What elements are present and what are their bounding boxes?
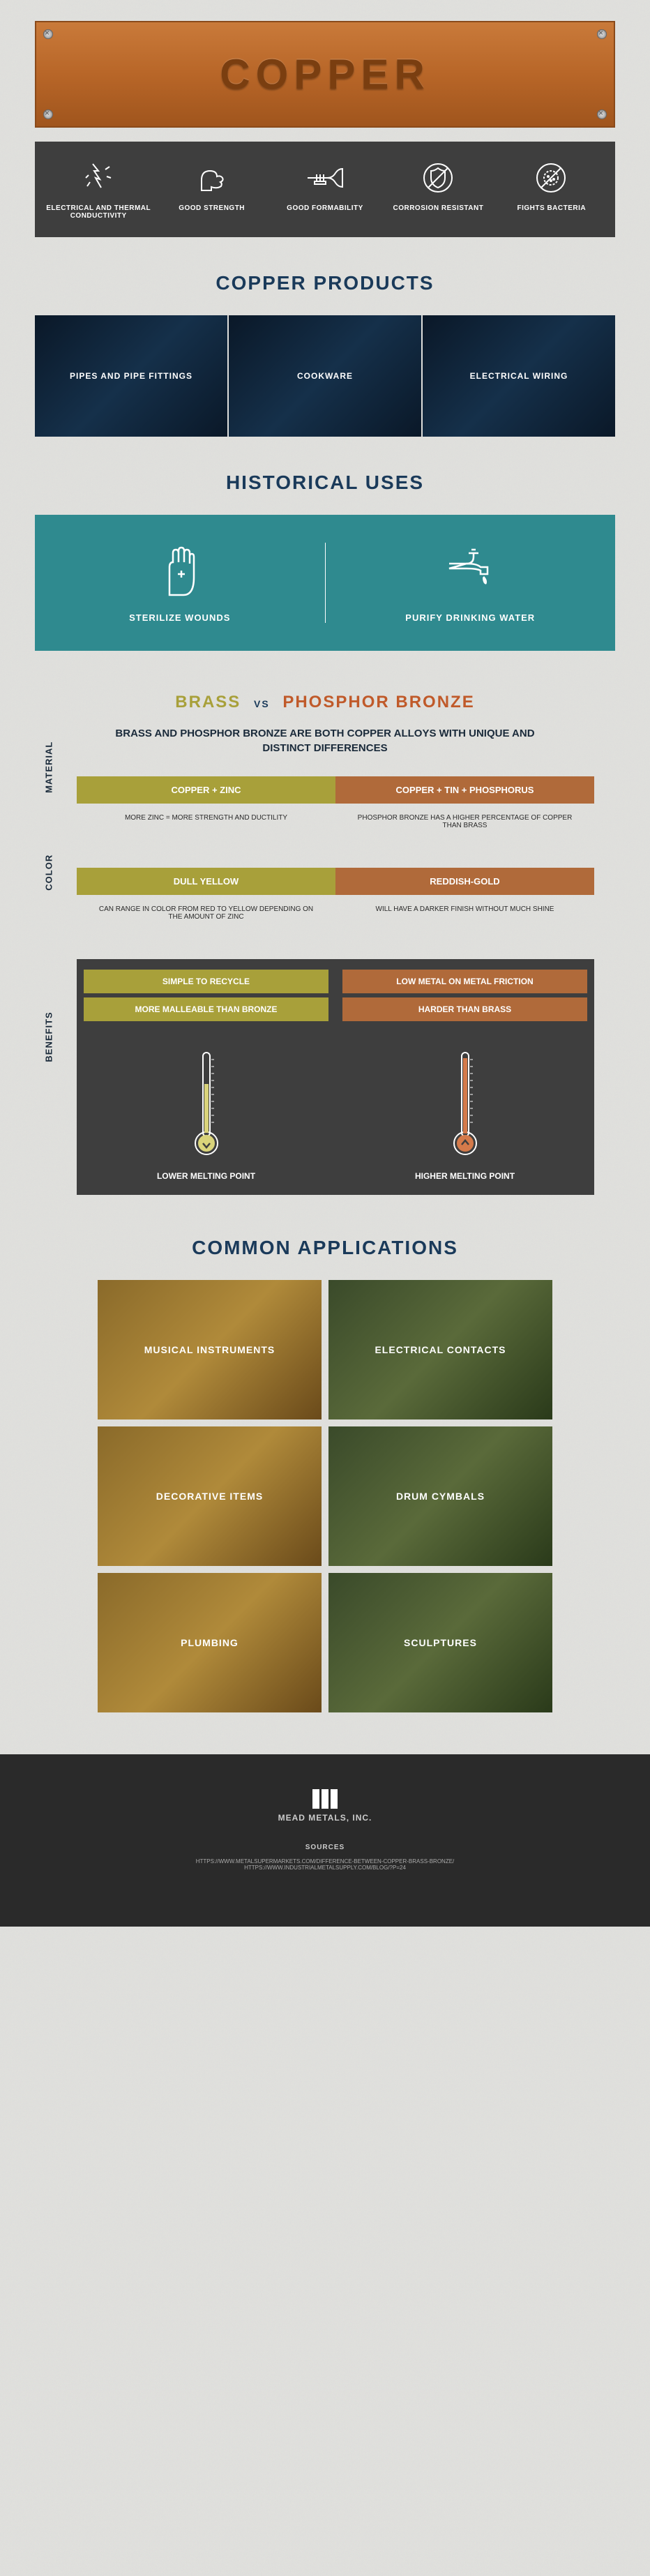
property-label: ELECTRICAL AND THERMAL CONDUCTIVITY — [42, 204, 155, 220]
property-strength: GOOD STRENGTH — [155, 159, 268, 220]
color-bronze-head: REDDISH-GOLD — [335, 868, 594, 895]
color-label: COLOR — [44, 854, 54, 890]
benefit-bronze-2: HARDER THAN BRASS — [342, 997, 587, 1021]
header-plaque: COPPER — [35, 21, 615, 128]
footer-url-2: HTTPS://WWW.INDUSTRIALMETALSUPPLY.COM/BL… — [14, 1865, 636, 1871]
app-plumbing: PLUMBING — [98, 1573, 322, 1712]
footer: MEAD METALS, INC. SOURCES HTTPS://WWW.ME… — [0, 1754, 650, 1927]
trumpet-icon — [269, 159, 381, 197]
germ-icon — [495, 159, 608, 197]
material-brass-desc: MORE ZINC = MORE STRENGTH AND DUCTILITY — [77, 804, 335, 840]
screw-icon — [597, 110, 607, 119]
app-cymbals: DRUM CYMBALS — [328, 1426, 552, 1566]
screw-icon — [597, 29, 607, 39]
vs-brass: BRASS — [175, 693, 241, 711]
vs-separator: VS — [254, 698, 270, 709]
material-brass-head: COPPER + ZINC — [77, 776, 335, 804]
hand-icon — [35, 543, 325, 598]
thermo-bronze-label: HIGHER MELTING POINT — [335, 1171, 594, 1181]
product-wiring: ELECTRICAL WIRING — [423, 315, 615, 437]
benefits-label: BENEFITS — [44, 1011, 54, 1062]
historical-row: STERILIZE WOUNDS PURIFY DRINKING WATER — [35, 515, 615, 651]
property-conductivity: ELECTRICAL AND THERMAL CONDUCTIVITY — [42, 159, 155, 220]
app-musical: MUSICAL INSTRUMENTS — [98, 1280, 322, 1419]
property-bacteria: FIGHTS BACTERIA — [495, 159, 608, 220]
product-pipes: PIPES AND PIPE FITTINGS — [35, 315, 227, 437]
benefit-bronze-1: LOW METAL ON METAL FRICTION — [342, 970, 587, 993]
applications-title: COMMON APPLICATIONS — [0, 1237, 650, 1259]
logo-bars-icon — [312, 1789, 338, 1809]
thermometer-down-icon — [189, 1046, 224, 1157]
color-brass-head: DULL YELLOW — [77, 868, 335, 895]
material-label: MATERIAL — [44, 741, 54, 792]
thermometer-up-icon — [448, 1046, 483, 1157]
vs-bronze: PHOSPHOR BRONZE — [282, 693, 474, 711]
app-decorative: DECORATIVE ITEMS — [98, 1426, 322, 1566]
page-title: COPPER — [36, 50, 614, 98]
footer-url-1: HTTPS://WWW.METALSUPERMARKETS.COM/DIFFER… — [14, 1858, 636, 1865]
material-bronze-desc: PHOSPHOR BRONZE HAS A HIGHER PERCENTAGE … — [335, 804, 594, 840]
property-label: GOOD STRENGTH — [155, 204, 268, 212]
screw-icon — [43, 29, 53, 39]
product-cookware: COOKWARE — [229, 315, 421, 437]
footer-company: MEAD METALS, INC. — [14, 1813, 636, 1823]
spark-icon — [42, 159, 155, 197]
thermo-brass: LOWER MELTING POINT — [77, 1046, 335, 1181]
benefit-brass-2: MORE MALLEABLE THAN BRONZE — [84, 997, 328, 1021]
property-label: FIGHTS BACTERIA — [495, 204, 608, 212]
compare-color: COLOR DULL YELLOW REDDISH-GOLD CAN RANGE… — [56, 868, 594, 931]
historical-purify: PURIFY DRINKING WATER — [326, 543, 616, 623]
arm-icon — [155, 159, 268, 197]
historical-label: STERILIZE WOUNDS — [35, 612, 325, 623]
vs-subtitle: BRASS AND PHOSPHOR BRONZE ARE BOTH COPPE… — [98, 726, 552, 755]
products-title: COPPER PRODUCTS — [0, 272, 650, 294]
property-label: GOOD FORMABILITY — [269, 204, 381, 212]
faucet-icon — [326, 543, 616, 598]
property-formability: GOOD FORMABILITY — [269, 159, 381, 220]
property-corrosion: CORROSION RESISTANT — [381, 159, 494, 220]
historical-title: HISTORICAL USES — [0, 472, 650, 494]
property-label: CORROSION RESISTANT — [381, 204, 494, 212]
thermo-bronze: HIGHER MELTING POINT — [335, 1046, 594, 1181]
app-contacts: ELECTRICAL CONTACTS — [328, 1280, 552, 1419]
historical-label: PURIFY DRINKING WATER — [326, 612, 616, 623]
applications-grid: MUSICAL INSTRUMENTS ELECTRICAL CONTACTS … — [98, 1280, 552, 1712]
benefit-brass-1: SIMPLE TO RECYCLE — [84, 970, 328, 993]
footer-sources-title: SOURCES — [14, 1844, 636, 1851]
compare-material: MATERIAL COPPER + ZINC COPPER + TIN + PH… — [56, 776, 594, 840]
properties-row: ELECTRICAL AND THERMAL CONDUCTIVITY GOOD… — [35, 142, 615, 237]
vs-title: BRASS VS PHOSPHOR BRONZE — [0, 693, 650, 712]
compare-benefits: BENEFITS SIMPLE TO RECYCLE MORE MALLEABL… — [0, 959, 650, 1195]
thermo-brass-label: LOWER MELTING POINT — [77, 1171, 335, 1181]
footer-logo: MEAD METALS, INC. — [14, 1789, 636, 1823]
shield-icon — [381, 159, 494, 197]
products-row: PIPES AND PIPE FITTINGS COOKWARE ELECTRI… — [35, 315, 615, 437]
color-brass-desc: CAN RANGE IN COLOR FROM RED TO YELLOW DE… — [77, 895, 335, 931]
material-bronze-head: COPPER + TIN + PHOSPHORUS — [335, 776, 594, 804]
screw-icon — [43, 110, 53, 119]
color-bronze-desc: WILL HAVE A DARKER FINISH WITHOUT MUCH S… — [335, 895, 594, 931]
historical-sterilize: STERILIZE WOUNDS — [35, 543, 326, 623]
app-sculptures: SCULPTURES — [328, 1573, 552, 1712]
